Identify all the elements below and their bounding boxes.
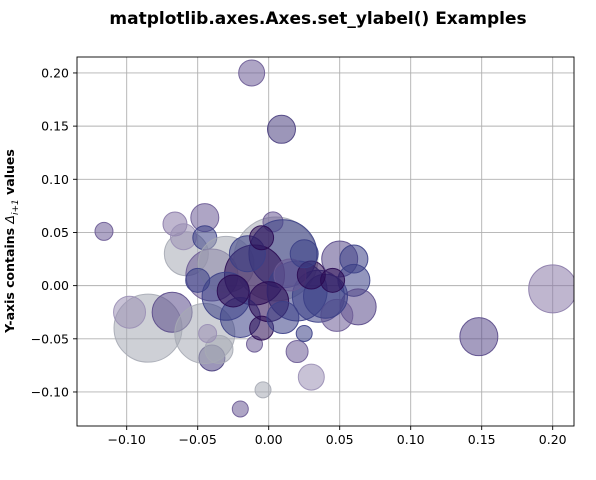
y-axis-label-symbol: Δ <box>2 215 17 225</box>
chart-title: matplotlib.axes.Axes.set_ylabel() Exampl… <box>109 9 526 29</box>
x-tick-label: 0.00 <box>255 432 283 447</box>
y-axis: −0.10 −0.05 0.00 0.05 0.10 0.15 0.20 <box>31 65 77 399</box>
y-axis-label-suffix: values <box>2 149 17 199</box>
data-point <box>289 239 319 269</box>
data-point <box>285 340 309 364</box>
y-tick-label: 0.15 <box>41 119 69 134</box>
data-point <box>528 264 574 314</box>
x-tick-label: 0.10 <box>397 432 425 447</box>
y-tick-label: 0.20 <box>41 65 69 80</box>
x-tick-label: 0.15 <box>468 432 496 447</box>
data-point <box>216 274 250 308</box>
y-tick-label: −0.10 <box>31 384 69 399</box>
y-axis-label-prefix: Y-axis contains <box>2 224 17 334</box>
x-tick-label: 0.20 <box>539 432 567 447</box>
data-point <box>249 225 275 251</box>
y-tick-label: 0.05 <box>41 225 69 240</box>
data-point <box>266 114 296 144</box>
x-tick-label: 0.05 <box>326 432 354 447</box>
data-point <box>204 334 234 364</box>
x-tick-label: −0.05 <box>179 432 217 447</box>
y-tick-label: −0.05 <box>31 331 69 346</box>
data-point <box>295 324 313 342</box>
data-point <box>297 363 325 391</box>
y-axis-label-subscript: i+1 <box>11 199 21 215</box>
data-point <box>94 221 114 241</box>
data-point <box>113 295 147 329</box>
x-axis: −0.10 −0.05 0.00 0.05 0.10 0.15 0.20 <box>108 426 567 447</box>
y-tick-label: 0.10 <box>41 172 69 187</box>
data-point <box>320 267 346 293</box>
x-tick-label: −0.10 <box>108 432 146 447</box>
data-point <box>266 301 300 335</box>
y-tick-label: 0.00 <box>41 278 69 293</box>
data-points <box>94 59 574 418</box>
data-point <box>198 323 218 343</box>
data-point <box>185 267 211 293</box>
plot-frame <box>76 56 575 427</box>
data-point <box>238 59 266 87</box>
data-point <box>231 400 249 418</box>
y-axis-label: Y-axis contains Δi+1 values <box>2 149 21 334</box>
data-point <box>254 381 272 399</box>
data-point <box>459 317 499 357</box>
